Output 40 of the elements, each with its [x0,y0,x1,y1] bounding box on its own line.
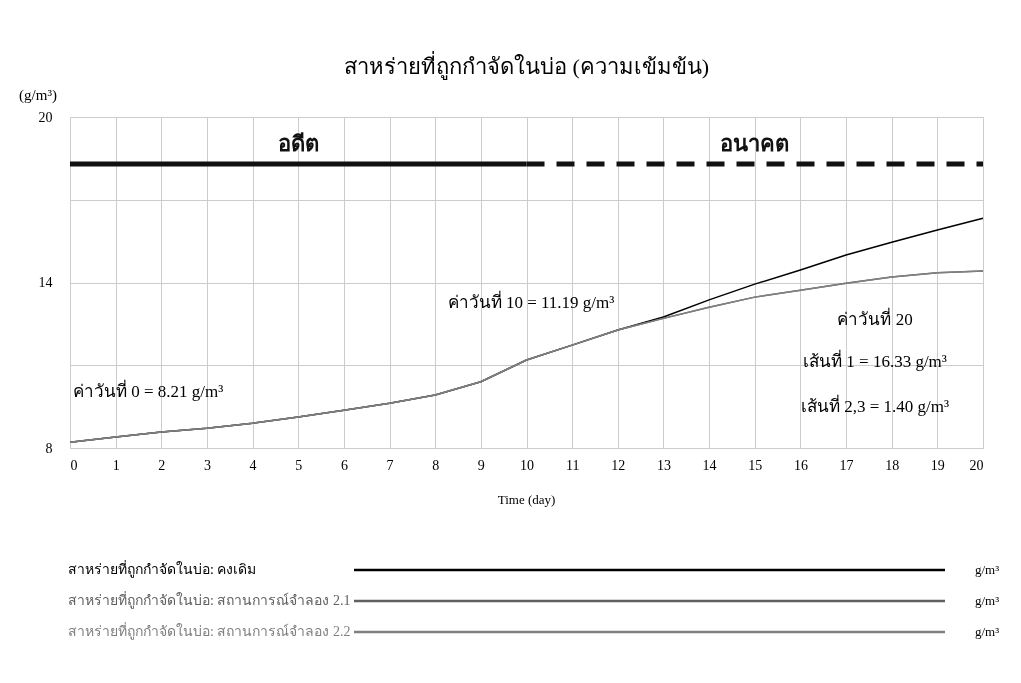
x-tick-label: 0 [70,457,78,473]
x-tick-label: 3 [203,457,211,473]
series-label: อดีต [277,130,319,156]
text: g/m³ [975,624,1000,639]
x-tick-label: 17 [839,457,854,473]
text: สาหร่ายที่ถูกกำจัดในบ่อ: สถานการณ์จำลอง 2.2 [68,622,351,640]
annotation: เส้นที่ 1 = 16.33 g/m³ [803,349,947,371]
x-tick-label: 13 [656,457,671,473]
text: สาหร่ายที่ถูกกำจัดในบ่อ: สถานการณ์จำลอง 2.1 [68,591,351,609]
y-tick-label: 8 [45,440,53,456]
x-tick-label: 18 [885,457,900,473]
x-tick-label: 12 [611,457,626,473]
x-tick-label: 7 [386,457,394,473]
annotation: ค่าวันที่ 10 = 11.19 g/m³ [447,290,615,312]
chart-title: สาหร่ายที่ถูกกำจัดในบ่อ (ความเข้มข้น) [343,51,710,80]
y-tick-label: 14 [38,275,53,290]
x-tick-label: 15 [748,457,763,473]
x-tick-label: 10 [520,457,534,473]
text: g/m³ [975,562,1000,577]
x-tick-label: 6 [340,457,348,473]
x-tick-label: 19 [930,457,945,473]
annotation: ค่าวันที่ 20 [837,307,913,329]
x-tick-label: 11 [565,457,580,473]
x-tick-label: 16 [793,457,808,473]
text: g/m³ [975,593,1000,608]
annotation: เส้นที่ 2,3 = 1.40 g/m³ [800,394,950,416]
x-tick-label: 1 [112,457,120,473]
x-tick-label: 5 [295,457,303,473]
annotation: ค่าวันที่ 0 = 8.21 g/m³ [73,379,224,401]
text: สาหร่ายที่ถูกกำจัดในบ่อ: คงเดิม [68,560,257,578]
y-tick-label: 20 [38,109,53,125]
x-tick-label: 2 [158,457,166,473]
x-tick-label: 4 [249,457,257,473]
x-tick-label: 9 [477,457,485,473]
x-tick-label: 20 [969,457,984,473]
y-axis-title: (g/m³) [19,87,57,104]
x-axis-title: Time (day) [497,492,556,507]
x-tick-label: 14 [702,457,717,473]
x-tick-label: 8 [432,457,440,473]
series-label: อนาคต [720,130,790,156]
